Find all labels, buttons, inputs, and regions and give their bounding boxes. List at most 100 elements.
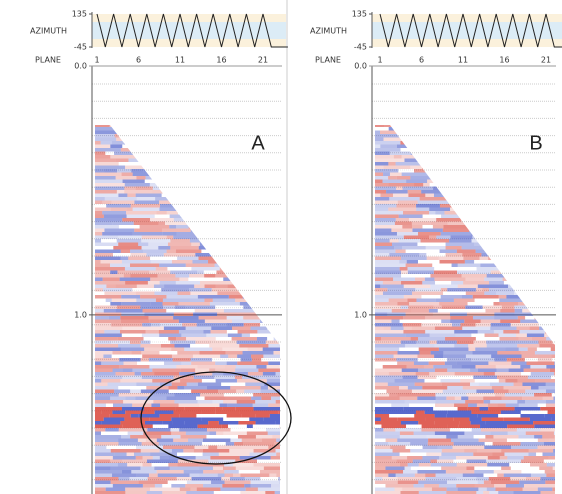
seismic-trace bbox=[263, 207, 270, 211]
seismic-trace bbox=[194, 214, 221, 218]
seismic-trace bbox=[164, 361, 182, 365]
seismic-trace bbox=[403, 284, 431, 288]
seismic-trace bbox=[180, 379, 202, 383]
seismic-trace bbox=[146, 386, 169, 390]
seismic-trace bbox=[401, 270, 408, 274]
seismic-trace bbox=[551, 125, 555, 127]
seismic-trace bbox=[135, 396, 167, 400]
seismic-trace bbox=[472, 295, 499, 299]
seismic-trace bbox=[451, 127, 467, 131]
seismic-trace bbox=[477, 330, 494, 334]
seismic-trace bbox=[413, 484, 425, 488]
seismic-trace bbox=[227, 403, 253, 407]
seismic-trace bbox=[514, 407, 541, 411]
seismic-trace bbox=[150, 393, 175, 397]
seismic-trace bbox=[267, 288, 279, 292]
seismic-trace bbox=[540, 284, 555, 288]
seismic-trace bbox=[438, 256, 464, 260]
seismic-trace bbox=[140, 295, 167, 299]
seismic-trace bbox=[543, 270, 555, 274]
seismic-trace bbox=[150, 302, 163, 306]
seismic-trace bbox=[415, 288, 441, 292]
seismic-trace bbox=[267, 144, 280, 148]
seismic-trace bbox=[267, 312, 276, 316]
seismic-trace bbox=[420, 239, 450, 243]
seismic-trace bbox=[398, 386, 408, 390]
seismic-trace bbox=[95, 424, 123, 428]
seismic-trace bbox=[253, 407, 280, 411]
seismic-trace bbox=[389, 172, 402, 176]
seismic-trace bbox=[375, 372, 389, 376]
seismic-trace bbox=[259, 176, 269, 180]
seismic-trace bbox=[254, 302, 276, 306]
seismic-trace bbox=[252, 260, 276, 264]
seismic-trace bbox=[550, 225, 555, 229]
seismic-trace bbox=[375, 218, 396, 222]
seismic-trace bbox=[103, 309, 116, 313]
seismic-trace bbox=[375, 302, 398, 306]
seismic-trace bbox=[151, 165, 177, 169]
seismic-trace bbox=[509, 463, 531, 467]
seismic-trace bbox=[375, 379, 395, 383]
seismic-trace bbox=[141, 125, 162, 127]
seismic-trace bbox=[142, 354, 172, 358]
seismic-trace bbox=[246, 424, 253, 428]
seismic-trace bbox=[475, 337, 500, 341]
seismic-trace bbox=[199, 466, 213, 470]
seismic-trace bbox=[451, 365, 462, 369]
seismic-trace bbox=[171, 382, 187, 386]
seismic-trace bbox=[183, 449, 194, 453]
seismic-trace bbox=[375, 151, 390, 155]
seismic-trace bbox=[536, 267, 555, 271]
seismic-trace bbox=[479, 125, 487, 127]
seismic-trace bbox=[444, 211, 469, 215]
seismic-trace bbox=[423, 183, 430, 187]
seismic-trace bbox=[484, 277, 503, 281]
seismic-trace bbox=[233, 473, 241, 477]
seismic-trace bbox=[411, 221, 431, 225]
seismic-trace bbox=[121, 260, 151, 264]
seismic-trace bbox=[492, 442, 521, 446]
seismic-trace bbox=[126, 207, 133, 211]
seismic-trace bbox=[476, 491, 484, 494]
seismic-trace bbox=[539, 466, 553, 470]
seismic-trace bbox=[166, 235, 174, 239]
seismic-trace bbox=[403, 211, 430, 215]
seismic-trace bbox=[497, 148, 517, 152]
seismic-trace bbox=[543, 459, 555, 463]
seismic-trace bbox=[470, 382, 479, 386]
seismic-trace bbox=[375, 438, 386, 442]
seismic-trace bbox=[117, 270, 150, 274]
seismic-trace bbox=[184, 407, 216, 411]
seismic-trace bbox=[111, 298, 137, 302]
seismic-trace bbox=[422, 165, 443, 169]
seismic-trace bbox=[400, 491, 419, 494]
seismic-trace bbox=[282, 442, 307, 446]
seismic-trace bbox=[253, 393, 280, 397]
seismic-trace bbox=[375, 211, 404, 215]
seismic-trace bbox=[170, 270, 198, 274]
seismic-trace bbox=[95, 414, 110, 418]
seismic-trace bbox=[126, 120, 146, 124]
seismic-trace bbox=[247, 347, 263, 351]
seismic-trace bbox=[206, 386, 231, 390]
seismic-trace bbox=[116, 239, 142, 243]
seismic-trace bbox=[151, 403, 161, 407]
seismic-trace bbox=[528, 211, 541, 215]
seismic-trace bbox=[391, 403, 410, 407]
seismic-trace bbox=[263, 134, 280, 138]
seismic-trace bbox=[95, 249, 121, 253]
seismic-trace bbox=[499, 456, 508, 460]
seismic-trace bbox=[95, 410, 102, 414]
seismic-trace bbox=[375, 162, 389, 166]
seismic-trace bbox=[375, 459, 397, 463]
seismic-trace bbox=[417, 120, 443, 124]
seismic-trace bbox=[274, 442, 280, 446]
seismic-trace bbox=[543, 442, 555, 446]
seismic-trace bbox=[408, 125, 441, 127]
seismic-trace bbox=[457, 137, 469, 141]
seismic-trace bbox=[196, 158, 224, 162]
seismic-trace bbox=[550, 158, 555, 162]
seismic-trace bbox=[95, 326, 123, 330]
seismic-trace bbox=[396, 459, 413, 463]
